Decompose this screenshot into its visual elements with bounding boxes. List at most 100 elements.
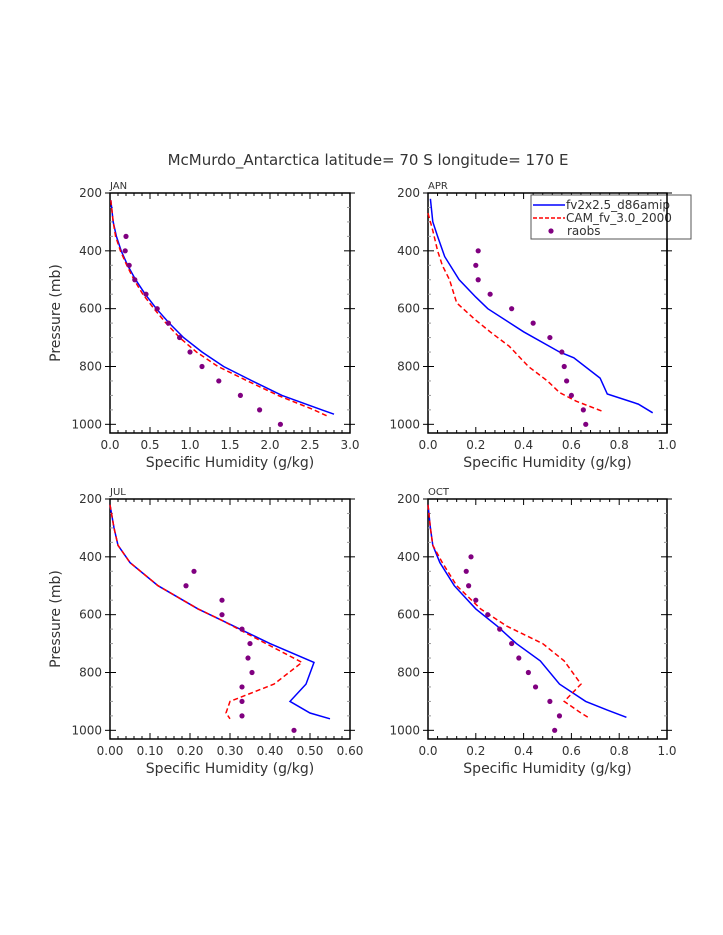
y-tick-label: 600 xyxy=(79,302,102,316)
x-tick-label: 1.5 xyxy=(220,438,239,452)
raobs-point xyxy=(216,378,222,384)
x-tick-label: 2.0 xyxy=(260,438,279,452)
y-tick-label: 200 xyxy=(397,492,420,506)
raobs-point xyxy=(547,334,553,341)
raobs-point xyxy=(487,291,493,297)
legend-entry-label: CAM_fv_3.0_2000 xyxy=(566,211,672,225)
y-tick-label: 1000 xyxy=(389,723,420,737)
x-tick-label: 0.10 xyxy=(137,744,164,758)
raobs-point xyxy=(564,378,570,384)
x-tick-label: 0.8 xyxy=(610,438,629,452)
x-tick-label: 0.60 xyxy=(337,744,364,758)
raobs-point xyxy=(463,568,469,574)
series-line-cam-fv xyxy=(110,200,328,417)
series-line-fv2x2.5 xyxy=(429,198,654,414)
raobs-point xyxy=(552,727,558,733)
raobs-point xyxy=(473,597,479,603)
raobs-point xyxy=(123,233,129,239)
y-tick-label: 400 xyxy=(397,550,420,564)
raobs-point xyxy=(475,277,481,283)
y-tick-label: 200 xyxy=(79,186,102,200)
raobs-point xyxy=(219,597,225,603)
series-line-fv2x2.5 xyxy=(109,504,331,720)
raobs-point xyxy=(249,669,255,676)
x-tick-label: 0.8 xyxy=(610,744,629,758)
x-tick-label: 0.40 xyxy=(257,744,284,758)
raobs-point xyxy=(143,291,149,297)
raobs-point xyxy=(509,640,515,647)
raobs-point xyxy=(497,626,503,632)
panel-label: APR xyxy=(428,181,448,192)
raobs-point xyxy=(237,392,243,399)
raobs-point xyxy=(245,655,251,661)
raobs-point xyxy=(239,684,245,690)
raobs-point xyxy=(154,306,160,312)
y-tick-label: 400 xyxy=(79,244,102,258)
legend-box xyxy=(530,194,692,240)
x-tick-label: 0.4 xyxy=(514,438,533,452)
raobs-point xyxy=(199,363,205,370)
x-tick-label: 3.0 xyxy=(340,438,359,452)
chart-title: McMurdo_Antarctica latitude= 70 S longit… xyxy=(168,151,569,170)
x-tick-label: 1.0 xyxy=(180,438,199,452)
x-tick-label: 0.6 xyxy=(562,438,581,452)
panel-jul: JUL 0.00 0.10 0.20 0.30 0.40 0.50 0.60 200 400 600… xyxy=(48,487,363,777)
panel-jan: JAN 0.0 0.5 1.0 1.5 2.0 2.5 3.0 200 400 600 800 1000… xyxy=(48,181,360,471)
raobs-point xyxy=(516,655,522,661)
x-axis-label: Specific Humidity (g/kg) xyxy=(146,761,314,777)
series-line-fv2x2.5 xyxy=(427,504,627,719)
x-tick-label: 0.5 xyxy=(140,438,159,452)
raobs-point xyxy=(291,727,297,733)
x-tick-label: 2.5 xyxy=(300,438,319,452)
y-tick-label: 600 xyxy=(79,608,102,622)
raobs-point xyxy=(466,583,472,589)
series-line-cam-fv xyxy=(427,504,589,718)
x-tick-label: 0.6 xyxy=(562,744,581,758)
legend-entry-label: fv2x2.5_d86amip xyxy=(566,198,670,212)
plot-frame xyxy=(427,498,668,740)
y-tick-label: 400 xyxy=(397,244,420,258)
x-tick-label: 1.0 xyxy=(657,744,676,758)
raobs-point xyxy=(525,669,531,676)
legend-marker xyxy=(548,228,554,234)
plot-frame xyxy=(109,192,351,434)
series-line-cam-fv xyxy=(109,504,304,720)
panel-label: JAN xyxy=(109,181,127,192)
x-tick-label: 0.50 xyxy=(297,744,324,758)
raobs-point xyxy=(165,320,171,326)
y-tick-label: 800 xyxy=(397,665,420,679)
raobs-point xyxy=(547,698,553,705)
legend-entry-label: raobs xyxy=(567,224,601,238)
raobs-point xyxy=(122,248,128,254)
raobs-point xyxy=(530,320,536,326)
raobs-point xyxy=(561,363,567,370)
x-tick-label: 1.0 xyxy=(657,438,676,452)
raobs-point xyxy=(191,568,197,574)
raobs-point xyxy=(532,684,539,690)
y-tick-label: 200 xyxy=(397,186,420,200)
y-tick-label: 1000 xyxy=(71,723,102,737)
raobs-point xyxy=(277,421,283,427)
x-tick-label: 0.2 xyxy=(466,744,485,758)
raobs-point xyxy=(556,713,563,719)
raobs-point xyxy=(473,262,479,268)
x-axis-label: Specific Humidity (g/kg) xyxy=(463,455,631,471)
raobs-point xyxy=(583,421,589,427)
raobs-point xyxy=(132,277,138,283)
x-axis-label: Specific Humidity (g/kg) xyxy=(463,761,631,777)
panel-oct: OCT 0.0 0.2 0.4 0.6 0.8 1.0 200 400 600 800 1000 Spe… xyxy=(389,487,676,777)
y-tick-label: 600 xyxy=(397,302,420,316)
y-tick-label: 1000 xyxy=(389,417,420,431)
x-tick-label: 0.30 xyxy=(217,744,244,758)
y-tick-label: 600 xyxy=(397,608,420,622)
raobs-point xyxy=(568,392,575,399)
raobs-point xyxy=(475,248,481,254)
raobs-point xyxy=(183,583,189,589)
raobs-point xyxy=(468,554,474,560)
raobs-point xyxy=(485,612,491,618)
raobs-point xyxy=(580,407,586,413)
y-tick-label: 400 xyxy=(79,550,102,564)
series-line-fv2x2.5 xyxy=(110,200,335,415)
y-tick-label: 800 xyxy=(79,665,102,679)
